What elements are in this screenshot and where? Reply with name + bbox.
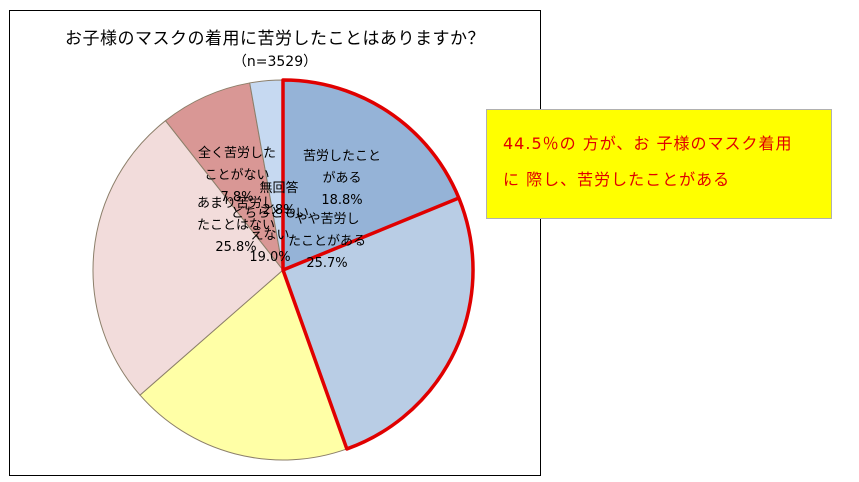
callout-line-1: 44.5％の 方が、お 子様のマスク着用 <box>503 134 793 153</box>
pie-slice-2 <box>139 269 348 461</box>
pie-slice-4 <box>164 82 284 271</box>
highlight-outline <box>281 78 475 451</box>
chart-title: お子様のマスクの着用に苦労したことはありますか？ <box>65 29 485 49</box>
highlight-divider <box>282 196 460 272</box>
pie-slice-3 <box>92 119 284 396</box>
slice-label-3: あまり苦労したことはない 25.8% <box>197 195 275 255</box>
slice-label-0: 苦労したことがある 18.8% <box>303 148 381 208</box>
callout-box: 44.5％の 方が、お 子様のマスク着用 に 際し、苦労したことがある <box>486 109 832 219</box>
slice-label-5: 無回答 2.8% <box>259 180 298 218</box>
slice-label-1: やや苦労したことがある 25.7% <box>288 211 366 271</box>
callout-line-2: に 際し、苦労したことがある <box>503 170 731 189</box>
pie-chart: 苦労したことがある 18.8%やや苦労したことがある 25.7%どちらともいえない 1… <box>92 78 475 461</box>
slice-label-2: どちらともいえない 19.0% <box>231 206 309 265</box>
slice-label-4: 全く苦労したことがない 7.8% <box>198 145 276 205</box>
chart-subtitle: （n=3529） <box>232 54 318 70</box>
chart-frame: お子様のマスクの着用に苦労したことはありますか？ （n=3529） 苦労したこと… <box>9 10 541 476</box>
